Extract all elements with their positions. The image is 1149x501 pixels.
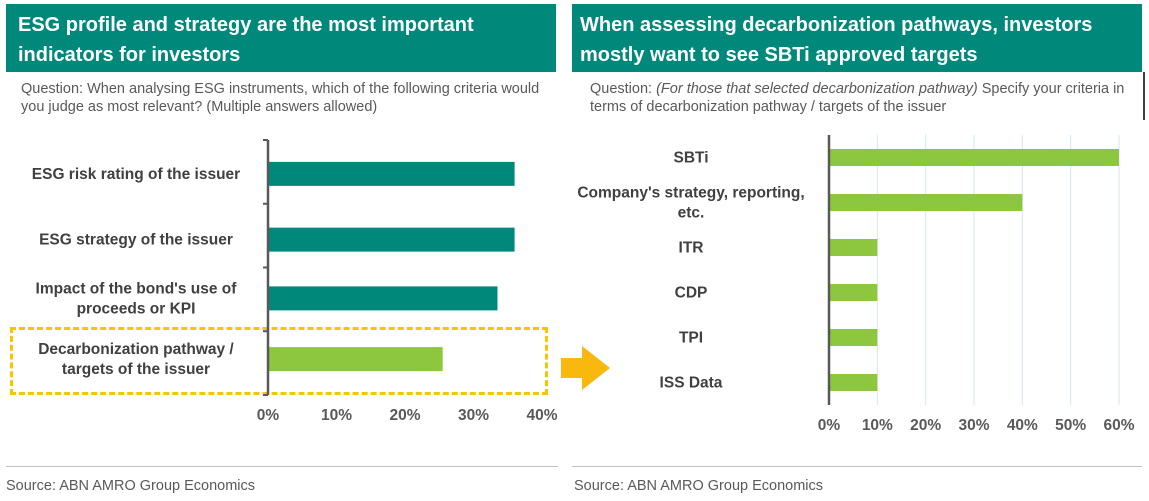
category-label: Decarbonization pathway / [38, 341, 234, 358]
x-tick-label: 60% [1103, 417, 1134, 434]
category-label: SBTi [673, 150, 708, 167]
x-tick-label: 40% [1007, 417, 1038, 434]
category-label: ESG risk rating of the issuer [32, 166, 240, 183]
x-tick-label: 0% [818, 417, 841, 434]
category-label: ITR [679, 240, 704, 257]
right-question-italic: (For those that selected decarbonization… [656, 81, 978, 97]
bar [268, 347, 443, 372]
right-question: Question: (For those that selected decar… [590, 80, 1135, 116]
left-title: ESG profile and strategy are the most im… [6, 4, 556, 72]
x-tick-label: 10% [862, 417, 893, 434]
right-divider [572, 466, 1142, 467]
category-label: TPI [679, 330, 703, 347]
category-label: Company's strategy, reporting, [577, 185, 804, 202]
bar [829, 284, 878, 301]
bar [268, 161, 515, 186]
left-source: Source: ABN AMRO Group Economics [6, 478, 256, 494]
category-label: Impact of the bond's use of [36, 280, 238, 297]
right-question-rest: Specify your criteria in terms of decarb… [590, 81, 1125, 115]
left-question: Question: When analysing ESG instruments… [21, 81, 540, 115]
edge-marker [1143, 72, 1145, 120]
bar [829, 329, 878, 346]
x-tick-label: 0% [257, 407, 280, 424]
category-label: ESG strategy of the issuer [39, 232, 233, 249]
bar [829, 239, 878, 256]
bar [268, 227, 515, 252]
left-chart: ESG risk rating of the issuer ESG strateg… [32, 139, 558, 424]
arrow-head-icon [582, 346, 610, 390]
right-question-prefix: Question: [590, 81, 657, 97]
x-tick-label: 50% [1055, 417, 1086, 434]
category-label: etc. [678, 205, 705, 222]
x-tick-label: 10% [321, 407, 352, 424]
left-divider [6, 466, 558, 467]
bar [829, 194, 1023, 211]
left-panel: ESG profile and strategy are the most im… [0, 0, 560, 501]
x-tick-label: 20% [389, 407, 420, 424]
category-label: ISS Data [660, 375, 723, 392]
right-source: Source: ABN AMRO Group Economics [574, 478, 824, 494]
right-title: When assessing decarbonization pathways,… [572, 4, 1142, 72]
bar [268, 286, 498, 311]
right-panel: When assessing decarbonization pathways,… [572, 0, 1149, 501]
category-label: targets of the issuer [62, 361, 210, 378]
bar [829, 149, 1119, 166]
x-tick-label: 30% [458, 407, 489, 424]
category-label: CDP [675, 285, 708, 302]
bar [829, 374, 878, 391]
category-label: proceeds or KPI [77, 300, 196, 317]
x-tick-label: 30% [958, 417, 989, 434]
highlight-box [10, 327, 548, 395]
x-tick-label: 40% [526, 407, 557, 424]
x-tick-label: 20% [910, 417, 941, 434]
arrow-right-icon [561, 358, 583, 378]
